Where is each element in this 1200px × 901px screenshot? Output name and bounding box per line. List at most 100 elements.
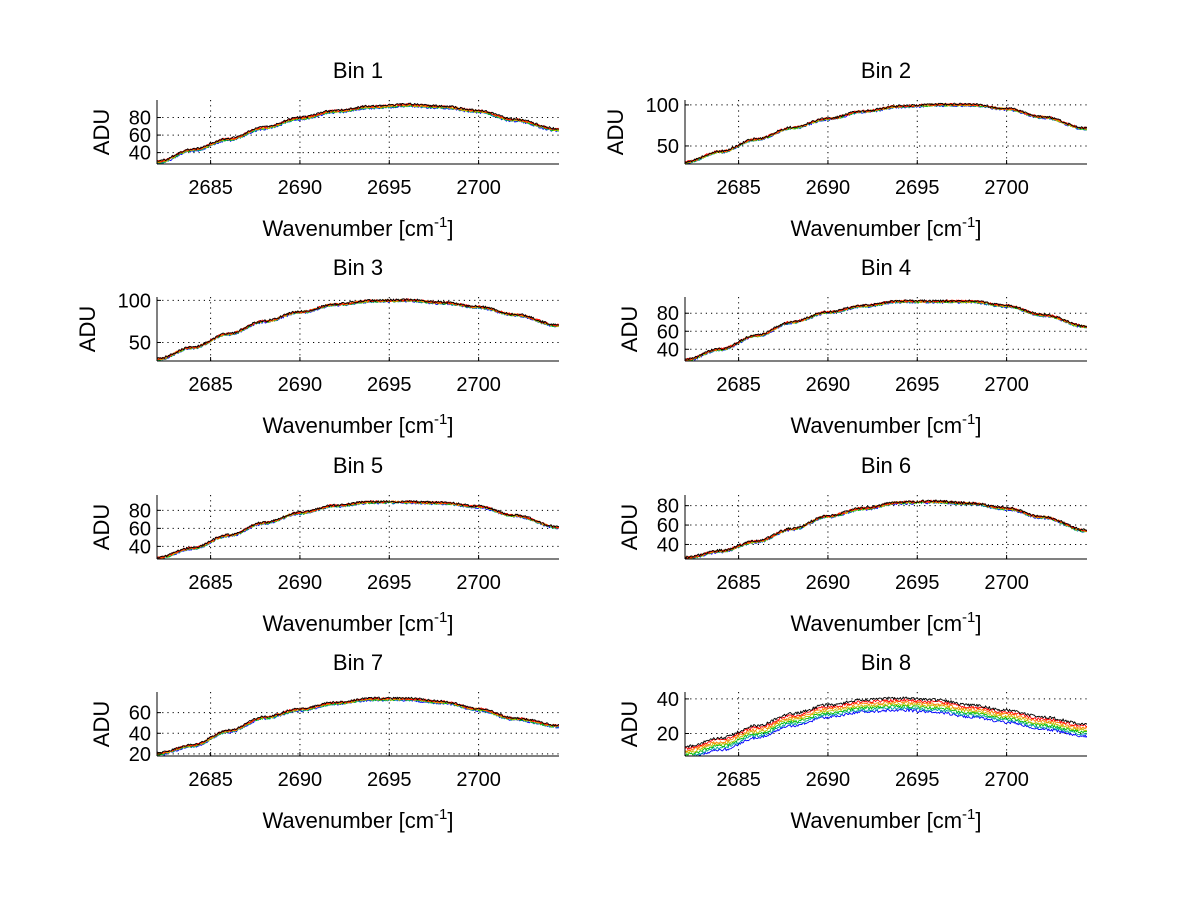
y-tick-label: 80 [129,108,151,130]
y-axis-label: ADU [89,109,114,155]
x-tick-label: 2690 [806,177,851,199]
y-tick-label: 60 [657,515,679,537]
x-axis-label-superscript: -1 [434,214,447,231]
series-line [157,500,559,559]
subplot-title: Bin 6 [861,453,911,478]
series-line [685,102,1087,164]
x-tick-label: 2690 [278,374,323,396]
x-axis-label-superscript: -1 [962,609,975,626]
y-tick-label: 100 [118,290,151,312]
x-axis-label: Wavenumber [cm-1] [790,609,981,636]
x-tick-label: 2700 [456,769,501,791]
x-tick-label: 2685 [716,769,761,791]
series-line [157,500,559,559]
subplot-bin-8: 2685 2690 2695 2700 20 40 Bin 8 Wavenumber [cm-… [617,650,1087,833]
x-tick-label: 2690 [278,177,323,199]
subplot-bin-3: 2685 2690 2695 2700 50 100 Bin 3 Wavenumber [cm… [75,255,559,438]
x-tick-label: 2690 [278,769,323,791]
x-axis-label-end: ] [447,808,453,833]
subplot-title: Bin 2 [861,58,911,83]
x-tick-label: 2685 [188,374,233,396]
x-axis-label-main: Wavenumber [cm [790,611,962,636]
y-axis-label: ADU [75,306,100,352]
y-tick-label: 60 [129,703,151,725]
y-tick-label: 20 [129,744,151,766]
subplot-title: Bin 1 [333,58,383,83]
x-axis-label: Wavenumber [cm-1] [262,609,453,636]
y-axis-label: ADU [89,701,114,747]
x-tick-label: 2695 [367,572,412,594]
y-tick-label: 60 [129,125,151,147]
series-line [157,298,559,360]
x-axis-label-end: ] [975,808,981,833]
subplot-title: Bin 7 [333,650,383,675]
x-axis-label-main: Wavenumber [cm [262,611,434,636]
x-axis-label-main: Wavenumber [cm [790,808,962,833]
x-axis-label: Wavenumber [cm-1] [262,214,453,241]
series-line [685,102,1087,164]
series-line [157,696,559,754]
x-tick-label: 2700 [984,177,1029,199]
y-tick-label: 20 [657,724,679,746]
y-axis-label: ADU [617,306,642,352]
x-axis-label: Wavenumber [cm-1] [790,411,981,438]
series-line [685,499,1087,559]
x-tick-label: 2695 [895,374,940,396]
x-axis-label-end: ] [975,216,981,241]
series-line [685,299,1087,361]
x-tick-label: 2690 [806,769,851,791]
series-line [685,696,1087,748]
y-tick-label: 50 [129,332,151,354]
x-tick-label: 2695 [895,769,940,791]
x-axis-label: Wavenumber [cm-1] [262,411,453,438]
subplot-title: Bin 4 [861,255,911,280]
y-tick-label: 80 [657,496,679,518]
y-tick-label: 80 [657,303,679,325]
x-axis-label-main: Wavenumber [cm [262,413,434,438]
x-tick-label: 2700 [456,572,501,594]
y-axis-label: ADU [617,701,642,747]
x-tick-label: 2695 [895,572,940,594]
y-tick-label: 80 [129,500,151,522]
x-axis-label-end: ] [975,413,981,438]
x-axis-label-main: Wavenumber [cm [790,216,962,241]
y-axis-label: ADU [603,109,628,155]
y-tick-label: 40 [657,689,679,711]
series-line [157,696,559,755]
x-axis-label-end: ] [975,611,981,636]
x-axis-label-superscript: -1 [962,214,975,231]
x-tick-label: 2690 [806,374,851,396]
y-tick-label: 40 [129,143,151,165]
series-line [685,700,1087,753]
x-tick-label: 2695 [895,177,940,199]
series-line [157,102,559,162]
x-tick-label: 2685 [716,374,761,396]
y-tick-label: 100 [646,95,679,117]
x-axis-label-main: Wavenumber [cm [262,808,434,833]
x-axis-label-end: ] [447,413,453,438]
y-tick-label: 40 [129,723,151,745]
x-tick-label: 2700 [984,374,1029,396]
x-tick-label: 2695 [367,177,412,199]
x-axis-label-main: Wavenumber [cm [262,216,434,241]
x-tick-label: 2695 [367,769,412,791]
x-tick-label: 2685 [188,769,233,791]
y-axis-label: ADU [617,504,642,550]
series-line [157,298,559,360]
x-axis-label: Wavenumber [cm-1] [790,214,981,241]
x-axis-label-superscript: -1 [434,411,447,428]
x-tick-label: 2685 [716,572,761,594]
subplot-title: Bin 8 [861,650,911,675]
y-tick-label: 60 [129,518,151,540]
subplot-title: Bin 5 [333,453,383,478]
y-tick-label: 60 [657,321,679,343]
series-line [685,698,1087,751]
y-tick-label: 40 [129,536,151,558]
x-tick-label: 2700 [456,177,501,199]
x-axis-label-superscript: -1 [434,806,447,823]
